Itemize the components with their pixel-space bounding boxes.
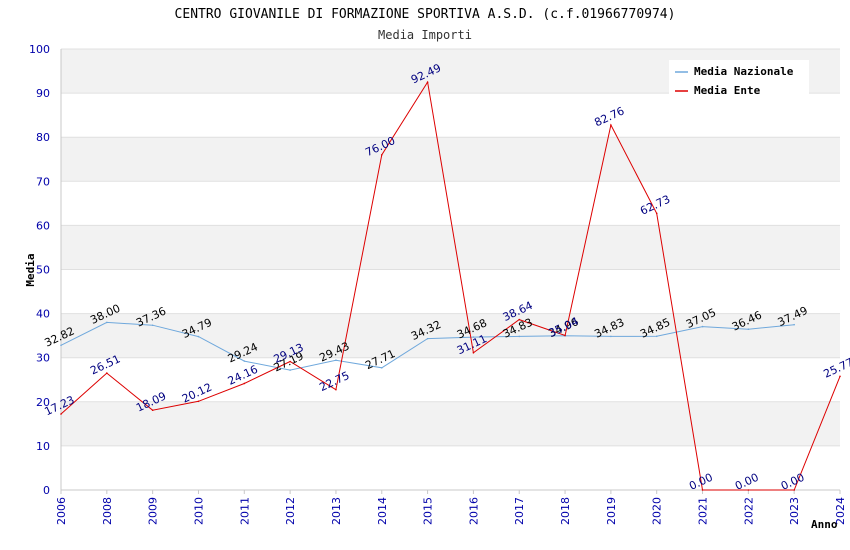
data-point	[655, 212, 658, 215]
data-point	[289, 360, 291, 363]
y-tick-label: 40	[36, 308, 50, 321]
y-axis-label: Media	[24, 253, 37, 286]
data-point	[380, 366, 383, 369]
x-tick-label: 2015	[422, 497, 435, 525]
y-tick-label: 0	[43, 484, 50, 497]
data-point	[335, 388, 337, 391]
x-tick-label: 2008	[101, 497, 114, 525]
data-point	[518, 318, 521, 321]
data-point	[151, 324, 154, 327]
series-lines	[60, 80, 841, 491]
y-tick-label: 90	[36, 87, 50, 100]
data-point	[106, 372, 108, 374]
legend-label-nazionale: Media Nazionale	[694, 65, 794, 78]
grid-band	[61, 401, 840, 446]
x-tick-label: 2012	[284, 497, 297, 525]
x-tick-label: 2014	[376, 497, 389, 525]
legend-label-ente: Media Ente	[694, 84, 761, 97]
x-tick-label: 2024	[834, 497, 847, 525]
grid-band	[61, 313, 840, 358]
data-point	[197, 335, 200, 338]
x-tick-label: 2017	[513, 497, 526, 525]
data-point	[60, 344, 62, 347]
y-tick-label: 20	[36, 396, 50, 409]
data-point	[472, 352, 475, 354]
data-point	[610, 335, 612, 338]
x-axis-label: Anno	[811, 518, 838, 531]
grid-bands	[60, 48, 840, 491]
data-point	[701, 325, 704, 328]
x-tick-label: 2006	[55, 497, 68, 525]
x-tick-label: 2018	[559, 497, 572, 525]
x-tick-label: 2011	[238, 497, 251, 525]
data-point	[747, 328, 750, 331]
data-point	[564, 334, 566, 337]
y-tick-label: 50	[36, 264, 50, 277]
y-tick-label: 10	[36, 440, 50, 453]
data-point	[701, 489, 704, 491]
data-point	[518, 335, 521, 338]
y-tick-label: 70	[36, 175, 50, 188]
x-tick-label: 2009	[147, 497, 160, 525]
y-tick-label: 80	[36, 131, 50, 144]
y-axis-ticks: 0 10 20 30 40 50 60 70 80 90 100	[29, 43, 50, 497]
x-tick-label: 2023	[788, 497, 801, 525]
legend: Media Nazionale Media Ente	[669, 60, 809, 98]
x-tick-label: 2021	[697, 497, 710, 525]
data-point	[243, 382, 246, 385]
x-axis-ticks: 2006 2008 2009 2010 2011 2012 2013 2014 2015 2016…	[55, 490, 847, 525]
x-tick-label: 2013	[330, 497, 343, 525]
x-tick-label: 2022	[742, 497, 755, 525]
chart-title: CENTRO GIOVANILE DI FORMAZIONE SPORTIVA …	[175, 7, 676, 22]
data-point	[243, 360, 246, 362]
x-tick-label: 2010	[192, 497, 205, 525]
series-line-media-ente	[60, 80, 841, 491]
grid-band	[61, 137, 840, 182]
data-point	[793, 489, 795, 491]
data-point	[151, 409, 154, 412]
data-point	[610, 124, 612, 126]
data-point	[60, 413, 62, 415]
data-point	[655, 335, 658, 338]
data-point	[747, 489, 750, 491]
data-point	[106, 321, 108, 324]
legend-box	[669, 60, 809, 98]
data-point	[335, 359, 337, 362]
data-point	[289, 369, 291, 371]
data-point	[197, 400, 200, 403]
data-point	[426, 337, 429, 340]
data-point	[839, 375, 841, 378]
data-point	[426, 81, 429, 83]
x-tick-label: 2019	[605, 497, 618, 525]
grid-band	[61, 357, 840, 402]
y-tick-label: 30	[36, 352, 50, 365]
data-point	[380, 154, 383, 156]
y-tick-label: 60	[36, 219, 50, 232]
chart-subtitle: Media Importi	[378, 28, 472, 42]
grid-band	[61, 269, 840, 314]
x-tick-label: 2016	[467, 497, 480, 525]
data-point	[793, 323, 795, 326]
x-tick-label: 2020	[651, 497, 664, 525]
data-point	[472, 336, 475, 338]
grid-band	[61, 445, 840, 490]
grid-band	[61, 225, 840, 270]
y-tick-label: 100	[29, 43, 50, 56]
grid-band	[61, 93, 840, 138]
